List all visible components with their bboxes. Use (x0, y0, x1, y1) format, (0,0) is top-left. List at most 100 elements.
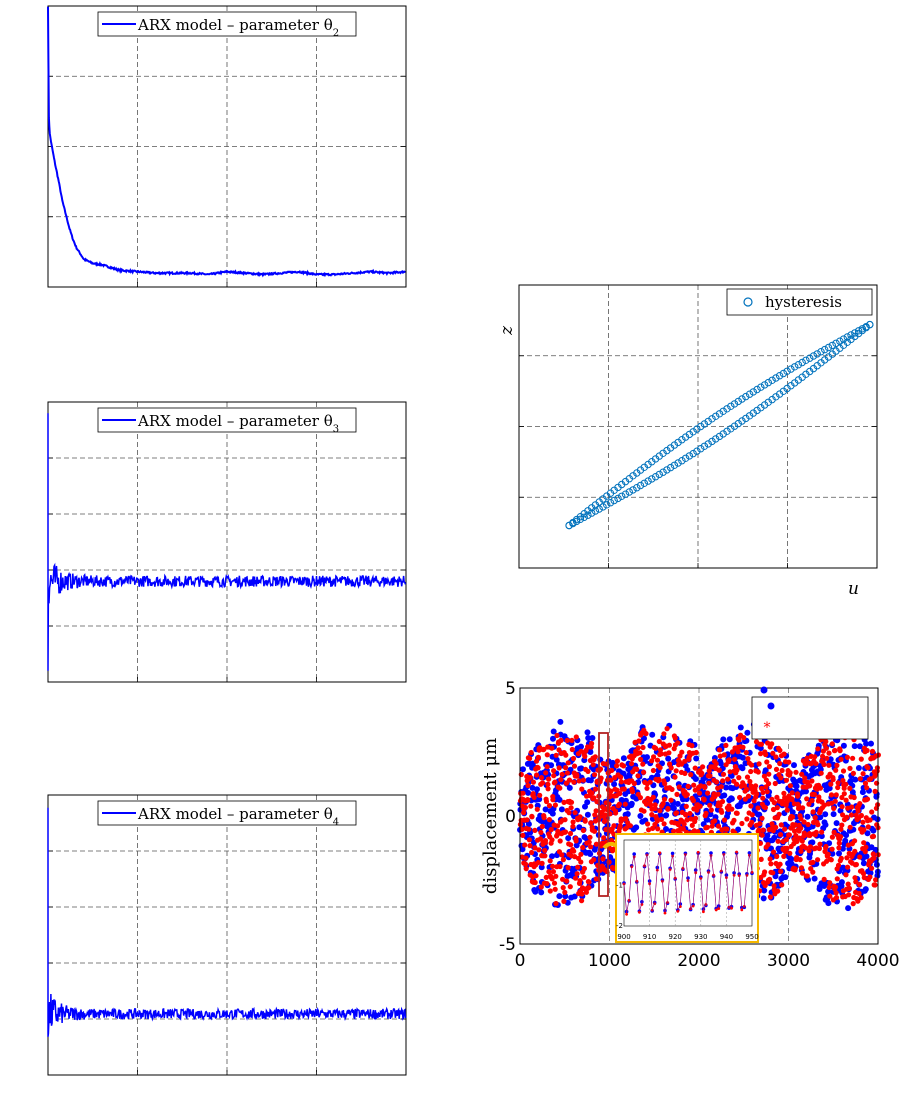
series-red-point (519, 854, 525, 860)
series-blue-point (663, 826, 669, 832)
series-red-point (861, 875, 867, 881)
series-red-point (640, 744, 646, 751)
series-red-point (782, 826, 788, 832)
series-red-point (858, 756, 864, 762)
series-red-point (674, 791, 680, 798)
series-red-point (559, 852, 565, 858)
series-red-point (835, 784, 841, 791)
series-red-point (613, 810, 619, 816)
hysteresis-point (791, 363, 799, 371)
series-red-point (564, 770, 571, 776)
series-blue-point (863, 740, 870, 747)
series-blue-point (609, 759, 616, 766)
series-red-point (656, 776, 662, 782)
series-red-point (716, 747, 723, 753)
series-blue-point (793, 783, 800, 790)
series-red-point (563, 765, 569, 771)
series-red-point (771, 883, 777, 889)
series-blue-point (868, 740, 874, 747)
series-red-point (717, 802, 723, 809)
hysteresis-point (697, 422, 705, 431)
series-red-point (799, 771, 805, 777)
series-blue-point (674, 800, 681, 807)
hysteresis-point (648, 475, 656, 483)
series-red-point (833, 890, 839, 896)
series-blue-point (728, 772, 735, 779)
series-red-point (813, 761, 819, 767)
inset-x-tick-label: 940 (720, 933, 733, 941)
series-red-point (755, 805, 761, 811)
series-blue-point (825, 900, 832, 907)
series-red-point (668, 765, 674, 771)
series-red-point (734, 810, 740, 816)
series-red-point (649, 758, 655, 764)
series-blue-point (519, 846, 526, 853)
series-red-point (695, 829, 701, 835)
series-red-point (527, 774, 534, 781)
series-red-point (861, 840, 867, 846)
series-red-point (789, 790, 795, 796)
hysteresis-point (723, 427, 731, 435)
series-red-point (522, 861, 529, 867)
series-red-point (573, 838, 579, 844)
series-red-point (759, 785, 765, 792)
hysteresis-point (715, 410, 724, 418)
series-red-point (856, 882, 863, 888)
series-red-point (773, 754, 779, 760)
series-red-point (735, 749, 741, 755)
hysteresis-point (817, 348, 825, 356)
series-blue-point (532, 888, 539, 895)
hysteresis-point (730, 400, 739, 408)
series-red-point (799, 870, 806, 876)
series-blue-point (791, 762, 797, 769)
series-red-point (793, 769, 799, 775)
series-red-point (567, 830, 574, 837)
series-red-point (796, 805, 802, 812)
series-red-point (828, 857, 834, 863)
series-red-point (587, 834, 593, 840)
series-red-point (716, 767, 722, 773)
series-blue-point (637, 813, 644, 819)
series-blue-point (870, 827, 877, 834)
series-red-point (741, 783, 748, 789)
series-red-point (685, 783, 691, 790)
series-red-point (661, 796, 668, 802)
series-red-point (614, 763, 620, 769)
series-red-point (864, 785, 870, 791)
series-blue-point (663, 812, 670, 819)
series-red-point (580, 827, 587, 834)
series-red-point (682, 758, 688, 764)
series-red-point (617, 823, 623, 829)
series-red-point (646, 827, 652, 833)
series-red-point (622, 801, 628, 807)
series-red-point (591, 795, 597, 801)
series-blue-point (845, 905, 852, 912)
series-red-point (550, 797, 556, 803)
series-red-point (773, 766, 780, 773)
series-red-point (519, 826, 525, 832)
series-red-point (523, 855, 529, 861)
series-red-point (806, 801, 812, 807)
series-red-point (745, 793, 752, 799)
series-red-point (616, 801, 623, 807)
hysteresis-point (610, 496, 618, 505)
series-red-point (703, 810, 709, 817)
series-blue-point (838, 879, 845, 886)
series-red-point (526, 837, 533, 843)
series-red-point (763, 751, 769, 758)
series-red-point (829, 846, 835, 852)
series-red-point (550, 863, 556, 869)
series-blue-point (818, 833, 825, 840)
series-red-point (845, 881, 851, 887)
series-red-point (734, 767, 740, 773)
hysteresis-point (700, 442, 709, 450)
series-red-point (609, 767, 615, 774)
series-red-point (840, 777, 846, 784)
y-tick-label: 5 (505, 679, 516, 699)
series-red-point (579, 898, 585, 904)
series-red-point (541, 746, 547, 752)
series-red-point (779, 882, 785, 888)
series-red-point (528, 803, 534, 809)
series-red-point (835, 780, 841, 786)
